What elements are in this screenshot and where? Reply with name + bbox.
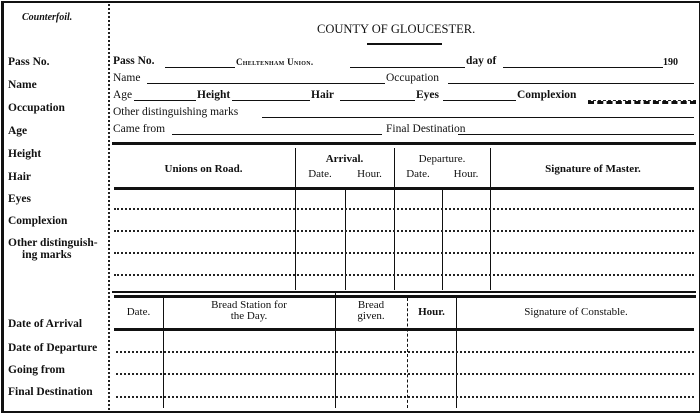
t1-row-line bbox=[114, 208, 694, 210]
came-from-line bbox=[172, 134, 382, 135]
cf-going-from: Going from bbox=[8, 364, 65, 376]
form-title: COUNTY OF GLOUCESTER. bbox=[317, 22, 476, 36]
table1-bottom-rule bbox=[112, 291, 696, 293]
th2-hour: Hour. bbox=[418, 306, 445, 318]
th-arrival: Arrival. bbox=[325, 153, 364, 165]
th-unions: Unions on Road. bbox=[164, 163, 243, 175]
th2-bread-station-2: the Day. bbox=[230, 310, 268, 322]
age-line bbox=[134, 100, 196, 101]
eyes-line bbox=[443, 100, 516, 101]
t2-col-divider bbox=[335, 292, 336, 408]
cf-age: Age bbox=[8, 125, 28, 137]
table1-header-rule bbox=[114, 187, 694, 190]
other-marks-label: Other distinguishing marks bbox=[113, 106, 239, 118]
t1-col-divider bbox=[295, 148, 296, 290]
t1-col-divider bbox=[345, 188, 346, 290]
t1-row-line bbox=[114, 230, 694, 232]
cf-date-departure: Date of Departure bbox=[8, 342, 98, 354]
t2-row-line bbox=[116, 396, 694, 398]
final-destination-label: Final Destination bbox=[386, 123, 466, 135]
table1-top-rule bbox=[112, 142, 696, 145]
th-departure-hour: Hour. bbox=[453, 168, 479, 180]
th-arrival-hour: Hour. bbox=[357, 168, 382, 180]
t1-col-divider bbox=[490, 148, 491, 290]
th-departure: Departure. bbox=[418, 153, 466, 165]
came-from-label: Came from bbox=[113, 123, 166, 135]
t2-row-line bbox=[116, 373, 694, 375]
th2-bread-given-1: Bread bbox=[357, 299, 385, 311]
cf-complexion: Complexion bbox=[8, 215, 68, 227]
t2-col-divider bbox=[163, 298, 164, 408]
month-line bbox=[503, 67, 663, 68]
cf-eyes: Eyes bbox=[8, 193, 31, 205]
t2-row-line bbox=[116, 351, 694, 353]
hair-line bbox=[340, 100, 415, 101]
th2-bread-station-1: Bread Station for bbox=[211, 299, 287, 311]
t1-row-line bbox=[114, 252, 694, 254]
day-of-label: day of bbox=[466, 55, 497, 67]
name-line bbox=[147, 83, 385, 84]
t2-col-divider bbox=[456, 298, 457, 408]
complexion-line bbox=[588, 100, 696, 104]
th-signature-master: Signature of Master. bbox=[545, 163, 641, 175]
cf-final-destination: Final Destination bbox=[8, 386, 93, 398]
counterfoil-heading: Counterfoil. bbox=[22, 12, 73, 23]
t1-row-line bbox=[114, 274, 694, 276]
th-arrival-date: Date. bbox=[308, 168, 332, 180]
pass-date-line bbox=[350, 67, 465, 68]
cf-date-arrival: Date of Arrival bbox=[8, 318, 83, 330]
cf-hair: Hair bbox=[8, 171, 31, 183]
t1-col-divider bbox=[442, 188, 443, 290]
cf-pass-no: Pass No. bbox=[8, 56, 50, 68]
th-departure-date: Date. bbox=[406, 168, 430, 180]
occupation-line bbox=[448, 83, 694, 84]
hair-label: Hair bbox=[311, 89, 334, 101]
perforation-line bbox=[108, 4, 110, 410]
pass-no-line bbox=[165, 67, 235, 68]
cf-height: Height bbox=[8, 148, 42, 160]
cf-other-marks-1: Other distinguish- bbox=[8, 237, 98, 249]
cf-occupation: Occupation bbox=[8, 102, 65, 114]
union-label: Cheltenham Union. bbox=[236, 57, 314, 67]
title-underline bbox=[367, 43, 442, 45]
year-prefix: 190 bbox=[663, 57, 678, 68]
final-destination-line bbox=[458, 134, 694, 135]
name-label: Name bbox=[113, 72, 141, 84]
height-label: Height bbox=[197, 89, 231, 101]
th2-bread-given-2: given. bbox=[357, 310, 385, 322]
other-marks-line bbox=[262, 117, 694, 118]
occupation-label: Occupation bbox=[386, 72, 440, 84]
t1-col-divider bbox=[394, 148, 395, 290]
table2-top-rule bbox=[114, 295, 696, 298]
cf-other-marks-2: ing marks bbox=[22, 249, 72, 261]
complexion-label: Complexion bbox=[517, 89, 577, 101]
th2-date: Date. bbox=[126, 306, 151, 318]
eyes-label: Eyes bbox=[416, 89, 439, 101]
t2-col-divider bbox=[407, 298, 408, 408]
table2-header-rule bbox=[114, 328, 694, 331]
cf-name: Name bbox=[8, 79, 37, 91]
age-label: Age bbox=[113, 89, 133, 101]
th2-signature-constable: Signature of Constable. bbox=[524, 306, 628, 318]
pass-no-label: Pass No. bbox=[113, 55, 155, 67]
height-line bbox=[232, 100, 310, 101]
